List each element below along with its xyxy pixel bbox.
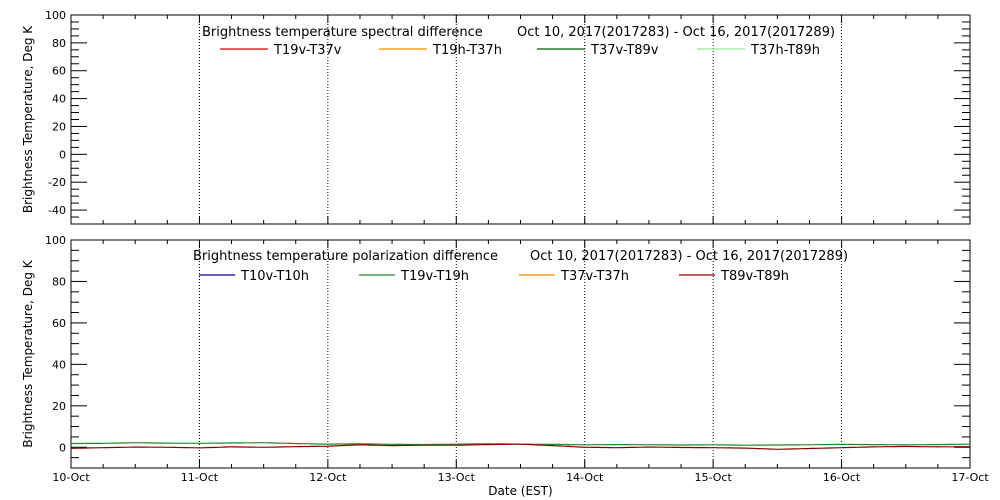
legend-label: T37h-T89h xyxy=(750,43,820,58)
x-axis-label: Date (EST) xyxy=(488,484,552,498)
spectral-legend: T19v-T37v T19h-T37h T37v-T89v T37h-T89h xyxy=(220,43,820,58)
y-tick-label: 80 xyxy=(52,37,66,50)
y-tick-label: 100 xyxy=(45,9,66,22)
x-tick-label: 13-Oct xyxy=(438,471,476,484)
polarization-x-ticks: 10-Oct 11-Oct 12-Oct 13-Oct 14-Oct 15-Oct 16-O… xyxy=(52,240,989,484)
x-tick-label: 12-Oct xyxy=(309,471,347,484)
legend-label: T19v-T19h xyxy=(400,269,469,284)
polarization-chart-title: Brightness temperature polarization diff… xyxy=(193,249,498,264)
y-tick-label: 60 xyxy=(52,317,66,330)
x-tick-label: 17-Oct xyxy=(951,471,989,484)
legend-label: T37v-T37h xyxy=(560,269,629,284)
polarization-legend: T10v-T10h T19v-T19h T37v-T37h T89v-T89h xyxy=(199,269,789,284)
y-tick-label: -20 xyxy=(48,176,66,189)
spectral-y-ticks: -40 -20 0 20 40 60 80 100 xyxy=(45,9,970,225)
y-tick-label: 60 xyxy=(52,65,66,78)
y-tick-label: 20 xyxy=(52,120,66,133)
polarization-grid xyxy=(198,240,843,468)
polarization-series xyxy=(71,442,970,450)
polarization-y-ticks: 0 20 40 60 80 100 xyxy=(45,234,970,469)
polarization-plot-frame xyxy=(70,239,971,469)
y-tick-label: -40 xyxy=(48,204,66,217)
x-tick-label: 10-Oct xyxy=(52,471,90,484)
x-tick-label: 11-Oct xyxy=(181,471,219,484)
legend-label: T19v-T37v xyxy=(273,43,342,58)
y-tick-label: 100 xyxy=(45,234,66,247)
spectral-difference-panel: -40 -20 0 20 40 60 80 100 Brightness temperatur… xyxy=(21,9,971,225)
y-tick-label: 40 xyxy=(52,358,66,371)
legend-label: T19h-T37h xyxy=(432,43,502,58)
spectral-date-range: Oct 10, 2017(2017283) - Oct 16, 2017(201… xyxy=(517,25,835,40)
y-tick-label: 40 xyxy=(52,93,66,106)
spectral-chart-title: Brightness temperature spectral differen… xyxy=(202,25,483,40)
polarization-y-axis-label: Brightness Temperature, Deg K xyxy=(21,259,35,447)
spectral-plot-frame xyxy=(70,14,971,225)
legend-label: T10v-T10h xyxy=(240,269,309,284)
legend-label: T89v-T89h xyxy=(720,269,789,284)
polarization-difference-panel: 0 20 40 60 80 100 10-Oct 11-Oct 12-Oct 13-Oct 14-… xyxy=(21,234,989,498)
legend-label: T37v-T89v xyxy=(590,43,659,58)
spectral-x-ticks xyxy=(70,15,971,224)
y-tick-label: 80 xyxy=(52,275,66,288)
x-tick-label: 15-Oct xyxy=(694,471,732,484)
y-tick-label: 20 xyxy=(52,400,66,413)
spectral-y-axis-label: Brightness Temperature, Deg K xyxy=(21,25,35,213)
y-tick-label: 0 xyxy=(59,441,66,454)
spectral-grid xyxy=(198,15,843,224)
polarization-date-range: Oct 10, 2017(2017283) - Oct 16, 2017(201… xyxy=(530,249,848,264)
x-tick-label: 14-Oct xyxy=(566,471,604,484)
series-line xyxy=(71,443,970,450)
x-tick-label: 16-Oct xyxy=(823,471,861,484)
y-tick-label: 0 xyxy=(59,148,66,161)
